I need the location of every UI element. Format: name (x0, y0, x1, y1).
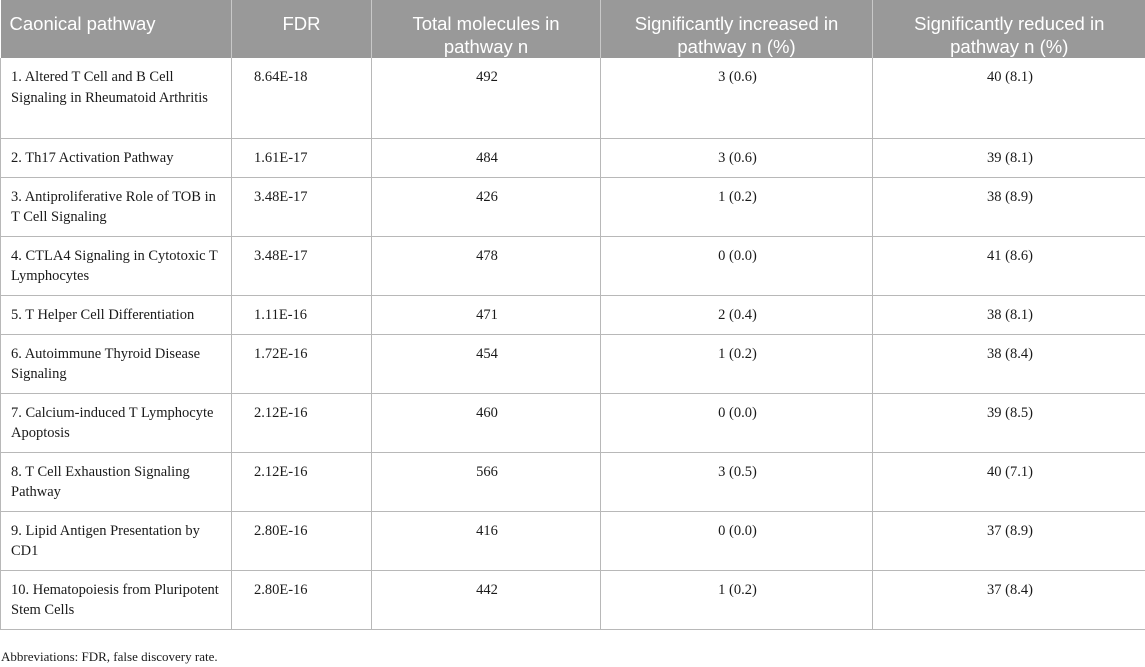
increased-cell: 3 (0.6) (600, 138, 873, 178)
reduced-cell: 39 (8.1) (872, 138, 1145, 178)
increased-cell: 3 (0.5) (600, 452, 873, 512)
pathway-cell: 9. Lipid Antigen Presentation by CD1 (0, 511, 232, 571)
header-increased: Significantly increased in pathway n (%) (600, 0, 873, 58)
fdr-cell: 1.72E-16 (231, 334, 372, 394)
reduced-cell: 40 (7.1) (872, 452, 1145, 512)
pathway-cell: 10. Hematopoiesis from Pluripotent Stem … (0, 570, 232, 630)
pathway-cell: 8. T Cell Exhaustion Signaling Pathway (0, 452, 232, 512)
pathway-cell: 6. Autoimmune Thyroid Disease Signaling (0, 334, 232, 394)
total-cell: 566 (371, 452, 601, 512)
pathway-cell: 5. T Helper Cell Differentiation (0, 295, 232, 335)
total-cell: 484 (371, 138, 601, 178)
reduced-cell: 41 (8.6) (872, 236, 1145, 296)
reduced-cell: 38 (8.4) (872, 334, 1145, 394)
total-cell: 492 (371, 58, 601, 139)
total-cell: 454 (371, 334, 601, 394)
table-row: 2. Th17 Activation Pathway 1.61E-17 484 … (0, 138, 1145, 178)
increased-cell: 1 (0.2) (600, 334, 873, 394)
increased-cell: 0 (0.0) (600, 511, 873, 571)
pathway-cell: 4. CTLA4 Signaling in Cytotoxic T Lympho… (0, 236, 232, 296)
table-row: 3. Antiproliferative Role of TOB in T Ce… (0, 177, 1145, 237)
fdr-cell: 1.61E-17 (231, 138, 372, 178)
reduced-cell: 37 (8.9) (872, 511, 1145, 571)
pathway-cell: 2. Th17 Activation Pathway (0, 138, 232, 178)
table-row: 5. T Helper Cell Differentiation 1.11E-1… (0, 295, 1145, 335)
table-row: 1. Altered T Cell and B Cell Signaling i… (0, 58, 1145, 139)
reduced-cell: 38 (8.9) (872, 177, 1145, 237)
pathway-cell: 7. Calcium-induced T Lymphocyte Apoptosi… (0, 393, 232, 453)
increased-cell: 0 (0.0) (600, 236, 873, 296)
fdr-cell: 2.12E-16 (231, 452, 372, 512)
total-cell: 426 (371, 177, 601, 237)
total-cell: 478 (371, 236, 601, 296)
fdr-cell: 2.80E-16 (231, 511, 372, 571)
header-reduced: Significantly reduced in pathway n (%) (872, 0, 1145, 58)
table-row: 7. Calcium-induced T Lymphocyte Apoptosi… (0, 393, 1145, 453)
total-cell: 442 (371, 570, 601, 630)
reduced-cell: 37 (8.4) (872, 570, 1145, 630)
increased-cell: 1 (0.2) (600, 570, 873, 630)
table-row: 4. CTLA4 Signaling in Cytotoxic T Lympho… (0, 236, 1145, 296)
increased-cell: 3 (0.6) (600, 58, 873, 139)
fdr-cell: 2.12E-16 (231, 393, 372, 453)
total-cell: 460 (371, 393, 601, 453)
increased-cell: 0 (0.0) (600, 393, 873, 453)
table-row: 10. Hematopoiesis from Pluripotent Stem … (0, 570, 1145, 630)
reduced-cell: 39 (8.5) (872, 393, 1145, 453)
fdr-cell: 8.64E-18 (231, 58, 372, 139)
table-footnote: Abbreviations: FDR, false discovery rate… (1, 649, 218, 664)
pathway-cell: 3. Antiproliferative Role of TOB in T Ce… (0, 177, 232, 237)
table-row: 6. Autoimmune Thyroid Disease Signaling … (0, 334, 1145, 394)
total-cell: 471 (371, 295, 601, 335)
header-pathway: Caonical pathway (0, 0, 232, 58)
table-row: 8. T Cell Exhaustion Signaling Pathway 2… (0, 452, 1145, 512)
fdr-cell: 2.80E-16 (231, 570, 372, 630)
increased-cell: 1 (0.2) (600, 177, 873, 237)
table-row: 9. Lipid Antigen Presentation by CD1 2.8… (0, 511, 1145, 571)
increased-cell: 2 (0.4) (600, 295, 873, 335)
pathway-table: Caonical pathway FDR Total molecules in … (0, 0, 1145, 630)
header-fdr: FDR (231, 0, 372, 58)
pathway-cell: 1. Altered T Cell and B Cell Signaling i… (0, 58, 232, 139)
reduced-cell: 40 (8.1) (872, 58, 1145, 139)
fdr-cell: 3.48E-17 (231, 236, 372, 296)
header-total-molecules: Total molecules in pathway n (371, 0, 601, 58)
header-row: Caonical pathway FDR Total molecules in … (0, 0, 1145, 58)
total-cell: 416 (371, 511, 601, 571)
reduced-cell: 38 (8.1) (872, 295, 1145, 335)
fdr-cell: 1.11E-16 (231, 295, 372, 335)
fdr-cell: 3.48E-17 (231, 177, 372, 237)
